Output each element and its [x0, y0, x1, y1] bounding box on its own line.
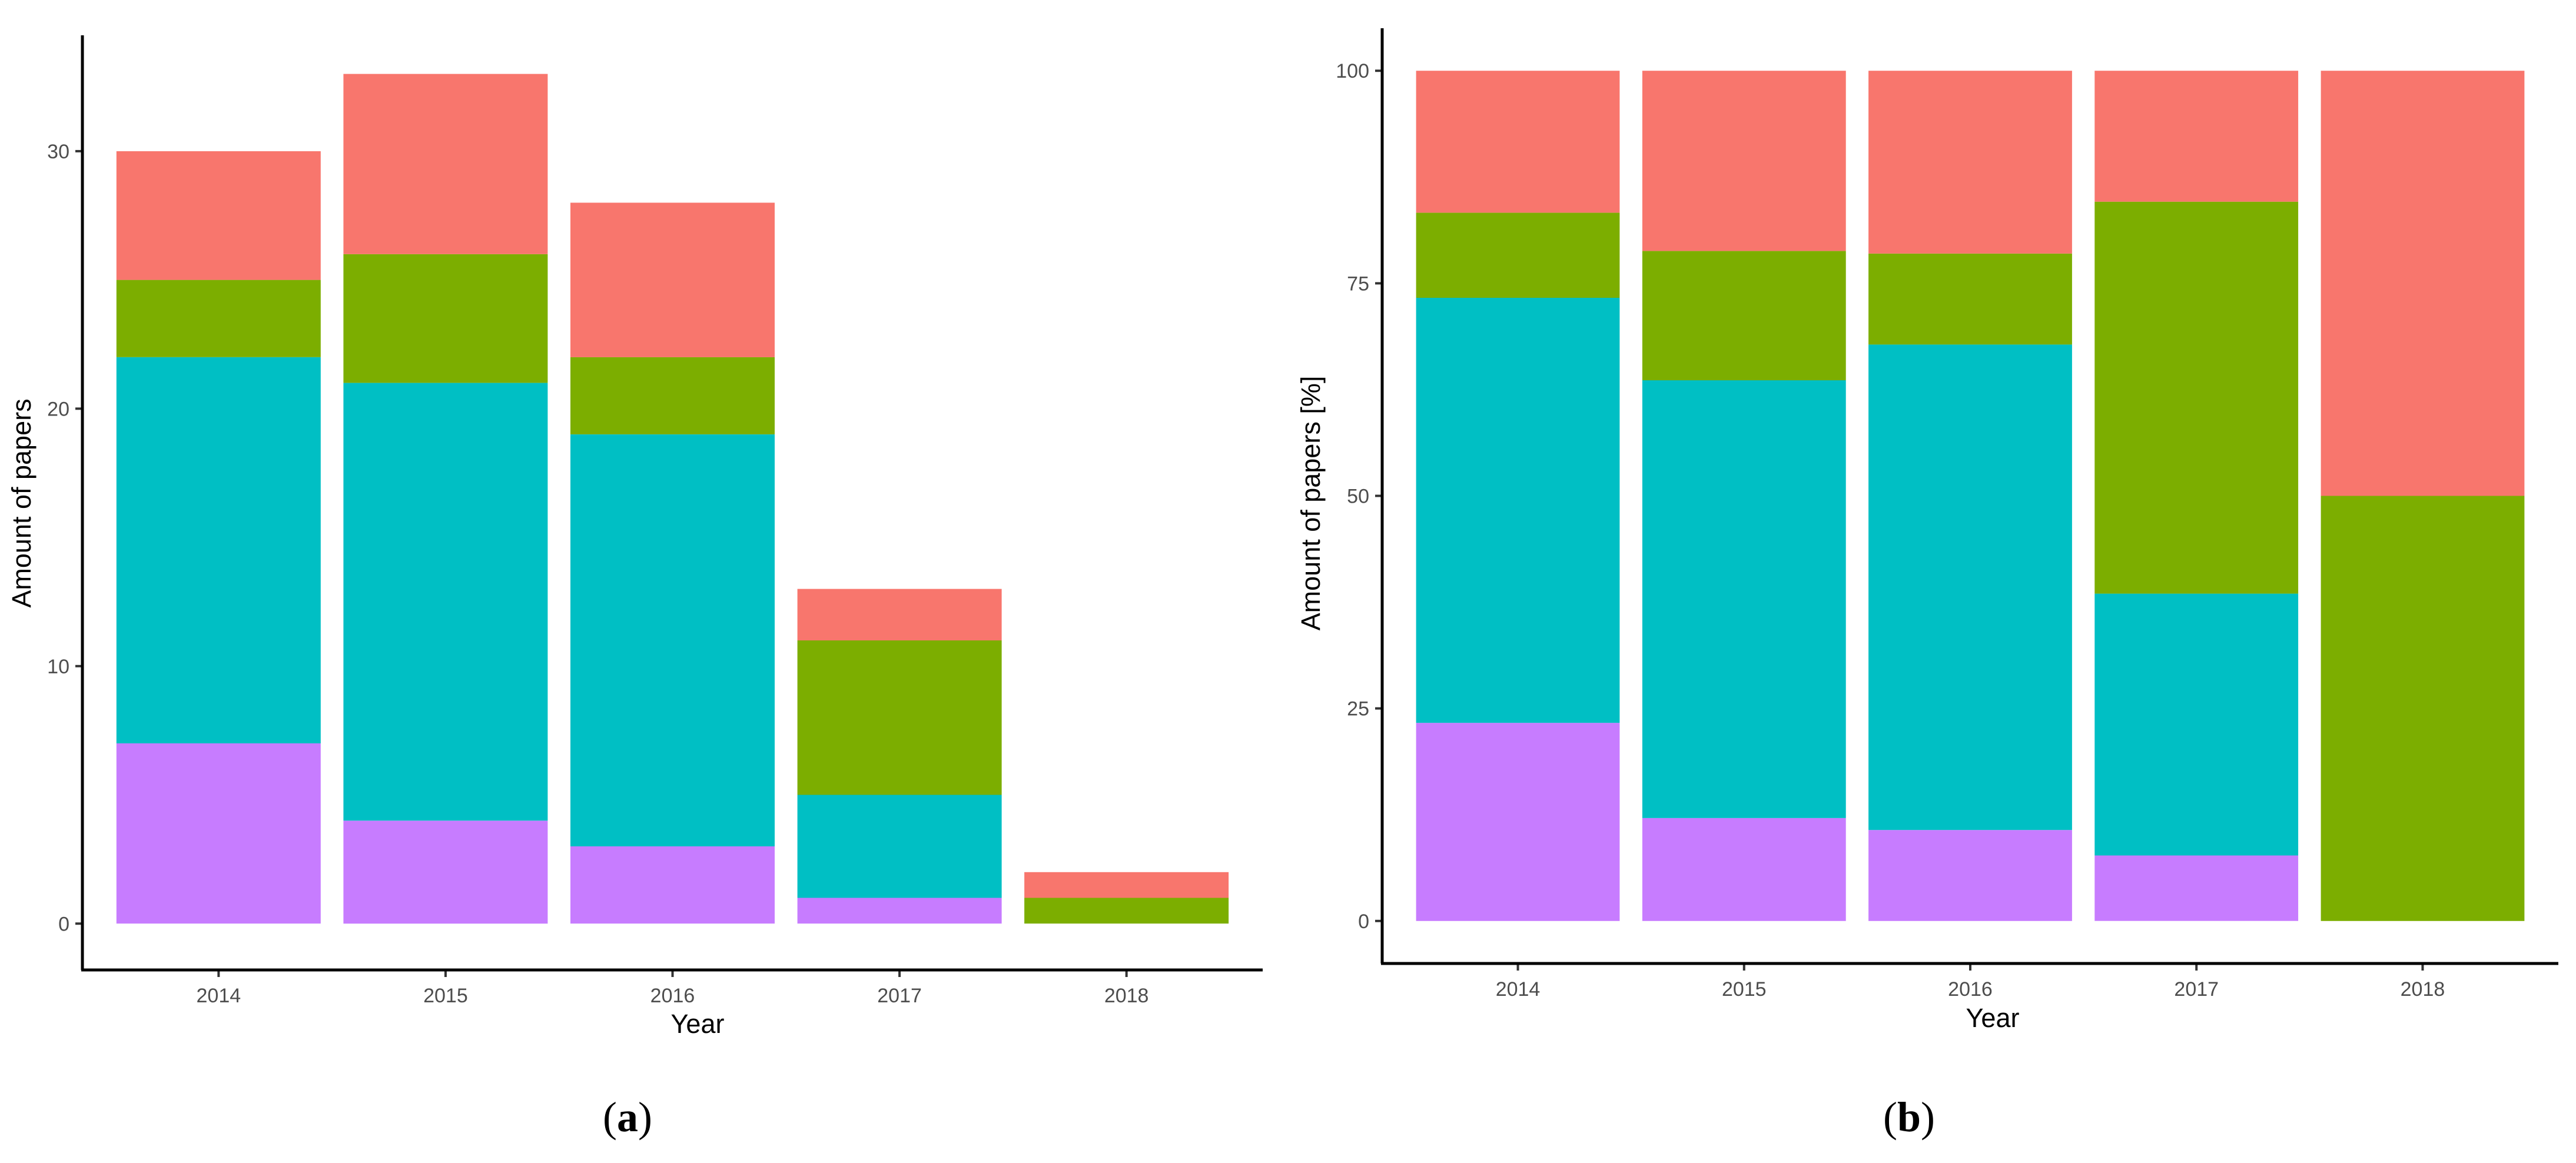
- x-axis-title-b: Year: [1966, 1003, 2020, 1033]
- x-tick-label-a-2017: 2017: [877, 985, 922, 1007]
- bar-a-2014-red: [116, 151, 321, 280]
- bar-b-2016-red: [1868, 71, 2072, 254]
- bar-a-2015-green: [343, 254, 548, 383]
- x-ticks-a: 2014 2015 2016 2017 2018: [197, 970, 1149, 1007]
- x-tick-label-a-2018: 2018: [1104, 985, 1149, 1007]
- y-axis-title-b: Amount of papers [%]: [1296, 376, 1326, 631]
- bar-a-2018-green: [1024, 898, 1229, 924]
- bars-a: [116, 74, 1229, 924]
- panel-label-a: (a): [603, 1094, 652, 1141]
- y-tick-label-a-0: 0: [58, 913, 69, 935]
- panel-label-a-letter: a: [617, 1094, 638, 1141]
- bar-b-2015-green: [1642, 251, 1846, 381]
- bar-a-2018-red: [1024, 872, 1229, 898]
- bars-b: [1416, 71, 2525, 921]
- bar-a-2017-teal: [797, 795, 1002, 898]
- x-tick-label-b-2018: 2018: [2401, 978, 2445, 1001]
- x-ticks-b: 2014 2015 2016 2017 2018: [1496, 963, 2445, 1001]
- y-tick-label-a-20: 20: [47, 398, 69, 420]
- bar-b-2018-red: [2321, 71, 2525, 496]
- panel-a: 0 10 20 30 2014 2015 2016 2017 2018 Year Amount…: [6, 35, 1263, 1141]
- bar-a-2017-purple: [797, 898, 1002, 924]
- y-tick-label-a-10: 10: [47, 656, 69, 678]
- bar-a-2015-teal: [343, 383, 548, 821]
- bar-b-2018-green: [2321, 496, 2525, 921]
- bar-b-2016-teal: [1868, 344, 2072, 830]
- x-tick-label-b-2017: 2017: [2174, 978, 2219, 1001]
- y-tick-label-b-75: 75: [1347, 273, 1369, 295]
- y-tick-label-b-100: 100: [1336, 60, 1369, 82]
- bar-a-2016-teal: [570, 434, 775, 846]
- y-tick-label-b-50: 50: [1347, 486, 1369, 508]
- bar-a-2017-green: [797, 640, 1002, 795]
- y-ticks-a: 0 10 20 30: [47, 141, 82, 935]
- bar-a-2016-green: [570, 357, 775, 434]
- bar-b-2014-purple: [1416, 723, 1620, 921]
- x-tick-label-a-2015: 2015: [423, 985, 468, 1007]
- bar-b-2016-green: [1868, 253, 2072, 345]
- bar-a-2014-purple: [116, 743, 321, 924]
- x-axis-title-a: Year: [671, 1009, 725, 1039]
- bar-b-2016-purple: [1868, 830, 2072, 921]
- panel-b: 0 25 50 75 100 2014 2015 2016 2017 2018 Year Amo…: [1296, 28, 2558, 1141]
- bar-b-2014-teal: [1416, 297, 1620, 723]
- bar-a-2014-green: [116, 280, 321, 357]
- panel-label-b-letter: b: [1897, 1094, 1921, 1141]
- bar-b-2017-purple: [2094, 855, 2299, 921]
- bar-a-2014-teal: [116, 357, 321, 743]
- y-axis-title-a: Amount of papers: [6, 398, 36, 607]
- bar-b-2015-teal: [1642, 380, 1846, 818]
- x-tick-label-a-2014: 2014: [197, 985, 241, 1007]
- bar-b-2015-red: [1642, 71, 1846, 251]
- y-tick-label-b-0: 0: [1358, 911, 1369, 933]
- bar-b-2015-purple: [1642, 818, 1846, 921]
- bar-b-2014-red: [1416, 71, 1620, 213]
- bar-a-2015-red: [343, 74, 548, 254]
- bar-b-2017-red: [2094, 71, 2299, 202]
- x-tick-label-b-2014: 2014: [1496, 978, 1541, 1001]
- y-ticks-b: 0 25 50 75 100: [1336, 60, 1382, 933]
- bar-b-2017-green: [2094, 201, 2299, 594]
- x-tick-label-b-2016: 2016: [1948, 978, 1993, 1001]
- bar-a-2015-purple: [343, 820, 548, 924]
- x-tick-label-b-2015: 2015: [1722, 978, 1767, 1001]
- bar-b-2014-green: [1416, 212, 1620, 298]
- bar-a-2017-red: [797, 589, 1002, 641]
- y-tick-label-b-25: 25: [1347, 698, 1369, 720]
- bar-a-2016-red: [570, 202, 775, 357]
- panel-label-b: (b): [1883, 1094, 1935, 1141]
- x-tick-label-a-2016: 2016: [650, 985, 695, 1007]
- bar-b-2017-teal: [2094, 593, 2299, 856]
- y-tick-label-a-30: 30: [47, 141, 69, 163]
- bar-a-2016-purple: [570, 846, 775, 924]
